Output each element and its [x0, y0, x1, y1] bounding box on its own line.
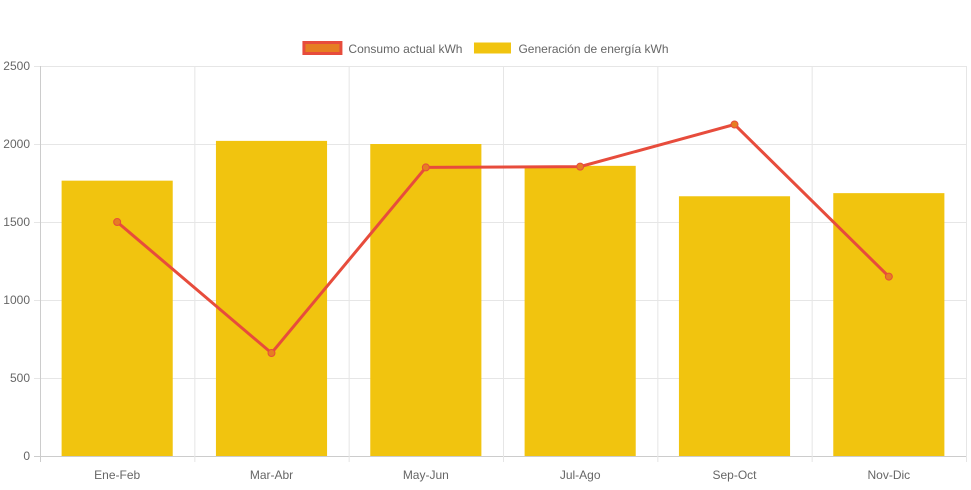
line-point-mar-abr[interactable]	[267, 349, 276, 358]
x-tick-label: Mar-Abr	[250, 468, 293, 482]
y-tick-label: 0	[23, 449, 30, 463]
y-tick-label: 500	[10, 371, 30, 385]
line-series	[113, 120, 893, 358]
bar-sep-oct[interactable]	[678, 196, 791, 456]
bar-jul-ago[interactable]	[524, 165, 636, 456]
x-tick-label: Jul-Ago	[560, 468, 601, 482]
axes: 0 500 1000 1500 2000 2500 Ene-Feb Mar-Abr May-Ju…	[3, 59, 910, 482]
x-tick-label: Ene-Feb	[94, 468, 140, 482]
y-tick-label: 2500	[3, 59, 30, 73]
legend-label: Generación de energía kWh	[518, 42, 668, 56]
x-tick-label: May-Jun	[403, 468, 449, 482]
grid-layer	[34, 66, 967, 462]
bar-may-jun[interactable]	[370, 144, 482, 456]
y-tick-label: 1500	[3, 215, 30, 229]
bar-series	[61, 140, 945, 456]
x-tick-label: Sep-Oct	[712, 468, 757, 482]
legend-label: Consumo actual kWh	[348, 42, 462, 56]
line-point-may-jun[interactable]	[421, 163, 430, 172]
legend-swatch	[302, 41, 343, 55]
legend: Consumo actual kWh Generación de energía …	[302, 41, 669, 56]
line-point-ene-feb[interactable]	[113, 218, 122, 226]
line-point-jul-ago[interactable]	[576, 162, 585, 171]
consumption-line	[116, 123, 890, 355]
bar-nov-dic[interactable]	[833, 193, 945, 456]
legend-item-consumo[interactable]: Consumo actual kWh	[302, 41, 463, 56]
y-tick-label: 2000	[3, 137, 30, 151]
x-tick-label: Nov-Dic	[867, 468, 910, 482]
bar-ene-feb[interactable]	[61, 180, 173, 456]
legend-item-generacion[interactable]: Generación de energía kWh	[473, 42, 669, 56]
line-point-nov-dic[interactable]	[884, 272, 893, 281]
y-tick-label: 1000	[3, 293, 30, 307]
bar-mar-abr[interactable]	[215, 140, 328, 456]
line-point-sep-oct[interactable]	[730, 120, 739, 129]
legend-swatch	[473, 42, 511, 54]
